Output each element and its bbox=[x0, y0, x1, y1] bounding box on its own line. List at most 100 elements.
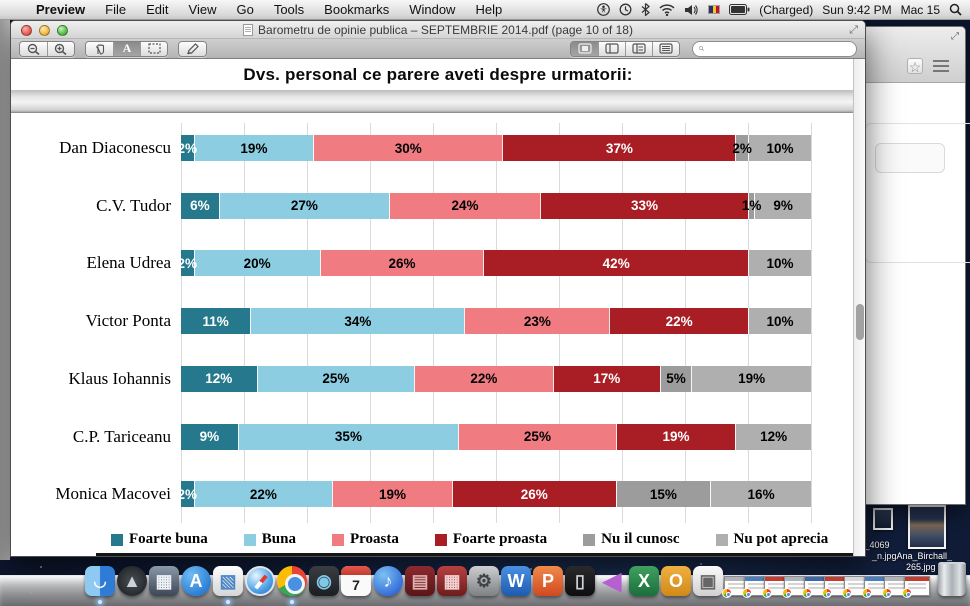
background-button[interactable] bbox=[875, 143, 945, 173]
bar-segment-nu-pot-aprecia: 19% bbox=[691, 365, 811, 392]
stacked-bar: 9% 35% 25% 19% 12% bbox=[181, 423, 811, 450]
bar-segment-foarte-buna: 11% bbox=[181, 308, 251, 335]
menu-help[interactable]: Help bbox=[475, 2, 503, 17]
view-table-of-contents-button[interactable] bbox=[625, 41, 652, 56]
view-thumbnails-button[interactable] bbox=[598, 41, 625, 56]
dock-safari-icon[interactable] bbox=[245, 566, 275, 596]
dock-audio-speaker-icon[interactable]: ◀ bbox=[602, 567, 622, 595]
bookmark-star-icon[interactable]: ☆ bbox=[907, 58, 923, 75]
spotlight-icon[interactable] bbox=[949, 3, 962, 16]
legend-swatch bbox=[583, 533, 596, 546]
fullscreen-icon[interactable]: ⤢ bbox=[849, 24, 858, 36]
bar-segment-proasta: 25% bbox=[458, 423, 616, 450]
document-proxy-icon[interactable] bbox=[243, 23, 254, 36]
chrome-badge-icon bbox=[902, 588, 912, 598]
background-window-edge bbox=[0, 20, 10, 560]
title-bar[interactable]: Barometru de opinie publica – SEPTEMBRIE… bbox=[11, 21, 865, 39]
chrome-badge-icon bbox=[722, 588, 732, 598]
menu-file[interactable]: File bbox=[105, 2, 127, 17]
dock-launchpad-icon[interactable]: ▲ bbox=[117, 566, 147, 596]
zoom-button[interactable] bbox=[57, 24, 68, 36]
dock-image-capture-icon[interactable]: ▣ bbox=[693, 566, 723, 596]
bar-segment-buna: 20% bbox=[193, 250, 320, 277]
minimize-button[interactable] bbox=[39, 24, 50, 36]
dock-preview-icon[interactable]: ▧ bbox=[213, 566, 243, 596]
bar-segment-foarte-proasta: 33% bbox=[540, 192, 748, 219]
preview-window: Barometru de opinie publica – SEPTEMBRIE… bbox=[10, 20, 866, 557]
dock-red-media-app-icon[interactable]: ▤ bbox=[405, 566, 435, 596]
dock-photos-grid-app-icon[interactable]: ▦ bbox=[437, 566, 467, 596]
category-label: Monica Macovei bbox=[55, 484, 171, 504]
fullscreen-arrows-icon[interactable]: ⤢ bbox=[951, 31, 959, 42]
close-button[interactable] bbox=[21, 24, 32, 36]
desktop-files: D_4069 _n.jpgAna_Birchall_ 265.jpg bbox=[850, 500, 970, 580]
dock-system-preferences-icon[interactable]: ⚙ bbox=[469, 566, 499, 596]
bluetooth-icon[interactable] bbox=[641, 3, 651, 16]
wifi-icon[interactable] bbox=[659, 3, 675, 16]
user-menu[interactable]: Mac 15 bbox=[900, 2, 940, 17]
volume-icon[interactable] bbox=[684, 4, 699, 16]
menu-window[interactable]: Window bbox=[409, 2, 456, 17]
dock-outlook-icon[interactable]: O bbox=[661, 566, 691, 596]
menu-view[interactable]: View bbox=[188, 2, 217, 17]
dock-app-store-icon[interactable]: A bbox=[181, 566, 211, 596]
dock-ipod-icon[interactable]: ▯ bbox=[565, 566, 595, 596]
time-machine-icon[interactable] bbox=[619, 3, 632, 16]
stacked-bar: 2% 19% 30% 37% 2% 10% bbox=[178, 135, 811, 161]
dock-minimized-chrome-window[interactable] bbox=[882, 576, 910, 598]
stacked-bar: 11% 34% 23% 22% 10% bbox=[181, 308, 811, 335]
bar-segment-buna: 34% bbox=[250, 308, 465, 335]
legend-swatch bbox=[243, 533, 256, 546]
running-indicator bbox=[290, 600, 294, 604]
dock-itunes-icon[interactable]: ♪ bbox=[373, 566, 403, 596]
bar-segment-nu-il-cunosc: 5% bbox=[659, 365, 692, 392]
page-gap bbox=[11, 90, 865, 113]
desktop-photo-icon[interactable] bbox=[873, 508, 893, 530]
bar-segment-proasta: 22% bbox=[414, 365, 553, 392]
menu-clock[interactable]: Sun 9:42 PM bbox=[822, 2, 892, 17]
view-content-only-button[interactable] bbox=[571, 41, 598, 56]
bar-segment-nu-pot-aprecia: 10% bbox=[747, 250, 811, 277]
text-tool-button[interactable]: A bbox=[113, 41, 140, 56]
dock-excel-icon[interactable]: X bbox=[629, 566, 659, 596]
category-label: Victor Ponta bbox=[85, 311, 171, 331]
dock-chrome-icon[interactable] bbox=[277, 566, 307, 596]
menu-hamburger-icon[interactable] bbox=[933, 60, 949, 72]
desktop-file-label: _n.jpgAna_Birchall_ bbox=[872, 551, 953, 561]
dock-minimized-chrome-window[interactable] bbox=[902, 576, 930, 598]
menu-bookmarks[interactable]: Bookmarks bbox=[324, 2, 390, 17]
menu-edit[interactable]: Edit bbox=[146, 2, 169, 17]
view-contact-sheet-button[interactable] bbox=[652, 41, 679, 56]
dock-trash-icon[interactable] bbox=[938, 562, 966, 596]
stacked-bar: 6% 27% 24% 33% 1% 9% bbox=[181, 192, 811, 219]
background-browser-window[interactable]: ⤢ ☆ bbox=[852, 26, 970, 505]
dock-calendar-icon[interactable]: 7 bbox=[341, 566, 371, 596]
desktop-photo-icon[interactable] bbox=[908, 505, 946, 549]
annotate-button[interactable] bbox=[179, 41, 206, 56]
menu-go[interactable]: Go bbox=[236, 2, 254, 17]
dock-mission-control-icon[interactable]: ▦ bbox=[149, 566, 179, 596]
menu-tools[interactable]: Tools bbox=[273, 2, 305, 17]
move-tool-button[interactable] bbox=[86, 41, 113, 56]
dock-powerpoint-icon[interactable]: P bbox=[533, 566, 563, 596]
zoom-out-button[interactable] bbox=[20, 41, 47, 56]
dock-finder-icon[interactable]: ◡ bbox=[85, 566, 115, 596]
dock-word-icon[interactable]: W bbox=[501, 566, 531, 596]
dock-photo-booth-icon[interactable]: ◉ bbox=[309, 566, 339, 596]
legend-swatch bbox=[331, 533, 344, 546]
universal-access-icon[interactable] bbox=[597, 3, 611, 16]
search-input[interactable] bbox=[708, 42, 850, 55]
romanian-flag-input-icon[interactable] bbox=[708, 5, 721, 14]
select-tool-button[interactable] bbox=[140, 41, 167, 56]
menu-preview[interactable]: Preview bbox=[36, 2, 86, 17]
scrollbar-thumb[interactable] bbox=[856, 304, 864, 340]
desktop-file-label: D_4069 bbox=[858, 540, 890, 550]
vertical-scrollbar[interactable] bbox=[853, 59, 865, 556]
background-window-toolbar: ⤢ ☆ bbox=[853, 27, 965, 83]
bar-segment-proasta: 30% bbox=[313, 135, 503, 161]
bar-segment-proasta: 26% bbox=[319, 250, 484, 277]
category-label: C.V. Tudor bbox=[96, 195, 171, 215]
battery-icon[interactable] bbox=[729, 4, 750, 15]
zoom-in-button[interactable] bbox=[47, 41, 74, 56]
search-field[interactable] bbox=[692, 40, 857, 57]
